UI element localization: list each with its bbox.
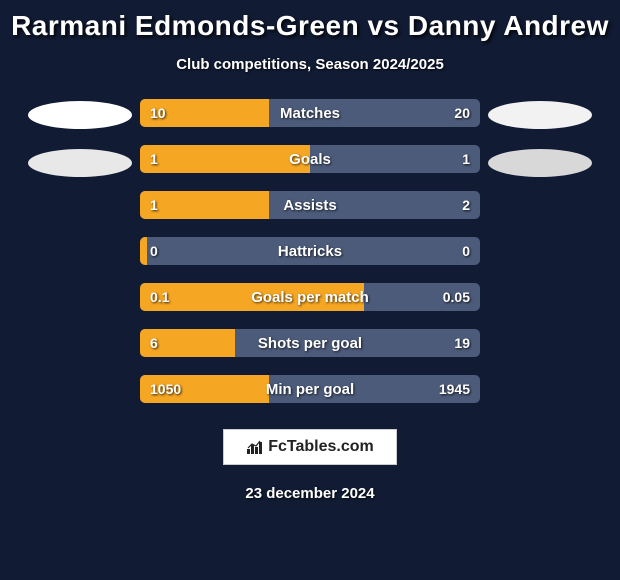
stat-right-value: 1 — [462, 151, 470, 167]
stat-bar: 1 Assists 2 — [140, 191, 480, 219]
page-title: Rarmani Edmonds-Green vs Danny Andrew — [11, 10, 609, 42]
stat-left-value: 1050 — [150, 381, 181, 397]
stat-left-value: 0 — [150, 243, 158, 259]
stat-bar: 1 Goals 1 — [140, 145, 480, 173]
stat-left-value: 1 — [150, 197, 158, 213]
left-player-col — [20, 99, 140, 197]
body-row: 10Matches201Goals11Assists20Hattricks00.… — [0, 99, 620, 403]
stat-bar: 6 Shots per goal 19 — [140, 329, 480, 357]
stat-label: Goals — [289, 151, 331, 168]
comparison-card: Rarmani Edmonds-Green vs Danny Andrew Cl… — [0, 0, 620, 580]
stat-bar: 1050 Min per goal 1945 — [140, 375, 480, 403]
stat-left-value: 1 — [150, 151, 158, 167]
stat-right-value: 0.05 — [443, 289, 470, 305]
date-label: 23 december 2024 — [245, 485, 374, 502]
stat-label: Shots per goal — [258, 335, 362, 352]
stat-right-value: 2 — [462, 197, 470, 213]
left-player-badge-1 — [28, 101, 132, 129]
stat-bar-fill — [140, 237, 147, 265]
chart-icon — [246, 439, 264, 455]
logo-text: FcTables.com — [268, 438, 374, 456]
right-player-badge-1 — [488, 101, 592, 129]
stat-right-value: 19 — [454, 335, 470, 351]
right-player-col — [480, 99, 600, 197]
stat-bar-fill — [140, 191, 269, 219]
stat-bar: 0.1 Goals per match 0.05 — [140, 283, 480, 311]
stat-left-value: 6 — [150, 335, 158, 351]
fctables-logo[interactable]: FcTables.com — [223, 429, 397, 465]
stat-label: Hattricks — [278, 243, 342, 260]
stat-right-value: 1945 — [439, 381, 470, 397]
stat-right-value: 0 — [462, 243, 470, 259]
stat-label: Matches — [280, 105, 340, 122]
stats-bars: 10Matches201Goals11Assists20Hattricks00.… — [140, 99, 480, 403]
stat-label: Goals per match — [251, 289, 369, 306]
stat-right-value: 20 — [454, 105, 470, 121]
right-player-badge-2 — [488, 149, 592, 177]
subtitle: Club competitions, Season 2024/2025 — [176, 56, 444, 73]
stat-bar: 10 Matches 20 — [140, 99, 480, 127]
stat-label: Min per goal — [266, 381, 354, 398]
stat-label: Assists — [283, 197, 336, 214]
stat-left-value: 10 — [150, 105, 166, 121]
stat-left-value: 0.1 — [150, 289, 169, 305]
stat-bar-fill — [140, 145, 310, 173]
stat-bar: 0 Hattricks 0 — [140, 237, 480, 265]
left-player-badge-2 — [28, 149, 132, 177]
